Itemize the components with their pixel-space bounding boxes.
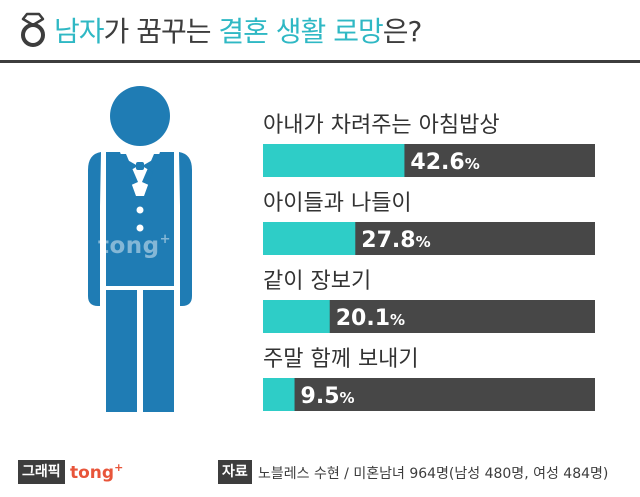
footer: 그래픽 tong+ 자료 노블레스 수현 / 미혼남녀 964명(남성 480명… <box>0 460 640 488</box>
bar-track-3 <box>263 378 595 411</box>
source-text: 노블레스 수현 / 미혼남녀 964명(남성 480명, 여성 484명) <box>258 466 609 482</box>
title-part-3: 결혼 생활 로망 <box>218 15 383 48</box>
credit-label: 그래픽 <box>18 460 65 484</box>
source-label: 자료 <box>218 460 252 484</box>
watermark: tong+ <box>98 232 171 259</box>
watermark-text: tong <box>98 233 160 259</box>
value-unit-3: % <box>340 389 355 407</box>
category-label-1: 아이들과 나들이 <box>263 191 412 216</box>
bar-1 <box>263 222 356 255</box>
category-label-0: 아내가 차려주는 아침밥상 <box>263 113 500 138</box>
bar-2 <box>263 300 330 333</box>
title-part-4: 은? <box>382 15 423 48</box>
value-unit-2: % <box>390 311 405 329</box>
title-divider <box>0 60 640 63</box>
title-part-2: 가 꿈꾸는 <box>103 15 219 48</box>
category-label-3: 주말 함께 보내기 <box>263 347 419 372</box>
credit-brand: tong+ <box>70 461 123 483</box>
groom-figure-icon <box>88 86 192 412</box>
value-label-2: 20.1% <box>336 306 405 331</box>
ring-icon <box>21 12 45 47</box>
watermark-mark: + <box>159 232 172 247</box>
title-row: 남자가 꿈꾸는 결혼 생활 로망은? <box>18 8 423 52</box>
credit-brand-mark: + <box>114 461 124 474</box>
value-label-3: 9.5% <box>301 384 355 409</box>
page-title: 남자가 꿈꾸는 결혼 생활 로망은? <box>54 10 423 50</box>
title-part-1: 남자 <box>54 15 105 48</box>
bar-0 <box>263 144 405 177</box>
category-label-2: 같이 장보기 <box>263 269 371 294</box>
value-unit-1: % <box>416 233 431 251</box>
bar-3 <box>263 378 295 411</box>
credit-brand-text: tong <box>70 463 115 483</box>
value-label-0: 42.6% <box>410 150 479 175</box>
value-unit-0: % <box>465 155 480 173</box>
value-label-1: 27.8% <box>361 228 430 253</box>
